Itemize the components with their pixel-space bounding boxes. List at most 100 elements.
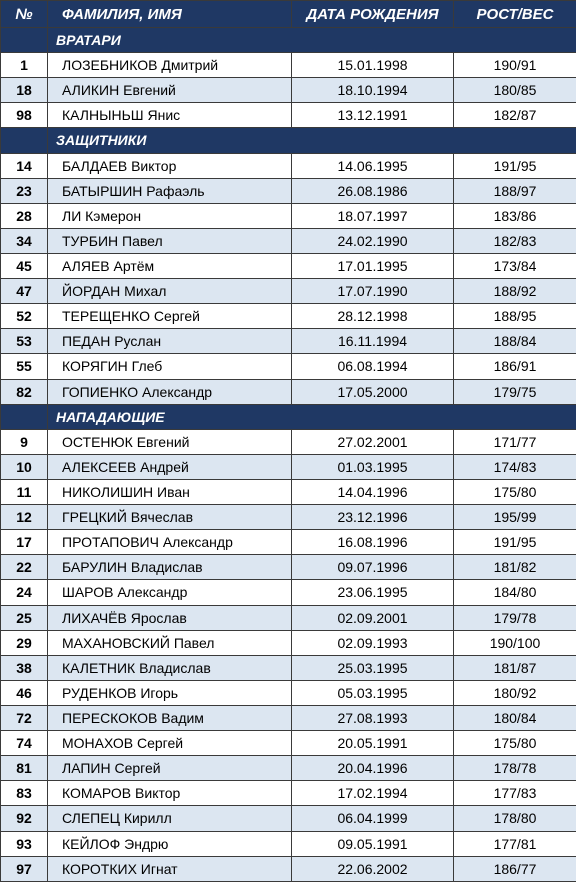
birth-date: 20.05.1991 (292, 731, 454, 756)
height-weight: 171/77 (454, 429, 576, 454)
player-name: ПРОТАПОВИЧ Александр (48, 530, 292, 555)
height-weight: 182/83 (454, 228, 576, 253)
birth-date: 17.05.2000 (292, 379, 454, 404)
player-name: ЛОЗЕБНИКОВ Дмитрий (48, 53, 292, 78)
height-weight: 195/99 (454, 505, 576, 530)
player-name: БАТЫРШИН Рафаэль (48, 178, 292, 203)
player-number: 47 (1, 279, 48, 304)
height-weight: 188/92 (454, 279, 576, 304)
height-weight: 175/80 (454, 731, 576, 756)
birth-date: 28.12.1998 (292, 304, 454, 329)
height-weight: 191/95 (454, 530, 576, 555)
player-number: 11 (1, 479, 48, 504)
section-title: НАПАДАЮЩИЕ (48, 404, 576, 429)
player-number: 23 (1, 178, 48, 203)
birth-date: 18.10.1994 (292, 78, 454, 103)
birth-date: 05.03.1995 (292, 680, 454, 705)
player-number: 55 (1, 354, 48, 379)
player-number: 24 (1, 580, 48, 605)
birth-date: 18.07.1997 (292, 203, 454, 228)
section-spacer (1, 128, 48, 153)
player-number: 18 (1, 78, 48, 103)
player-name: РУДЕНКОВ Игорь (48, 680, 292, 705)
player-name: ЙОРДАН Михал (48, 279, 292, 304)
birth-date: 02.09.2001 (292, 605, 454, 630)
player-number: 28 (1, 203, 48, 228)
player-name: ГРЕЦКИЙ Вячеслав (48, 505, 292, 530)
height-weight: 177/81 (454, 831, 576, 856)
player-name: БАРУЛИН Владислав (48, 555, 292, 580)
player-number: 46 (1, 680, 48, 705)
birth-date: 16.11.1994 (292, 329, 454, 354)
header-cell: № (1, 1, 48, 28)
birth-date: 09.07.1996 (292, 555, 454, 580)
player-name: ТЕРЕЩЕНКО Сергей (48, 304, 292, 329)
height-weight: 186/77 (454, 856, 576, 881)
height-weight: 191/95 (454, 153, 576, 178)
player-number: 14 (1, 153, 48, 178)
player-name: БАЛДАЕВ Виктор (48, 153, 292, 178)
player-number: 1 (1, 53, 48, 78)
height-weight: 178/78 (454, 756, 576, 781)
birth-date: 16.08.1996 (292, 530, 454, 555)
height-weight: 173/84 (454, 253, 576, 278)
player-number: 38 (1, 655, 48, 680)
player-number: 25 (1, 605, 48, 630)
birth-date: 02.09.1993 (292, 630, 454, 655)
section-row: ЗАЩИТНИКИ (1, 128, 576, 153)
player-name: КОРЯГИН Глеб (48, 354, 292, 379)
player-number: 72 (1, 705, 48, 730)
player-name: ЛАПИН Сергей (48, 756, 292, 781)
player-name: ЛИХАЧЁВ Ярослав (48, 605, 292, 630)
birth-date: 26.08.1986 (292, 178, 454, 203)
birth-date: 20.04.1996 (292, 756, 454, 781)
player-number: 17 (1, 530, 48, 555)
player-number: 98 (1, 103, 48, 128)
player-number: 29 (1, 630, 48, 655)
header-cell: ДАТА РОЖДЕНИЯ (292, 1, 454, 28)
player-name: ЛИ Кэмерон (48, 203, 292, 228)
player-number: 34 (1, 228, 48, 253)
player-name: КЕЙЛОФ Эндрю (48, 831, 292, 856)
height-weight: 190/100 (454, 630, 576, 655)
birth-date: 01.03.1995 (292, 454, 454, 479)
section-row: ВРАТАРИ (1, 28, 576, 53)
player-number: 10 (1, 454, 48, 479)
birth-date: 22.06.2002 (292, 856, 454, 881)
player-name: КАЛЕТНИК Владислав (48, 655, 292, 680)
height-weight: 190/91 (454, 53, 576, 78)
birth-date: 27.02.2001 (292, 429, 454, 454)
section-title: ЗАЩИТНИКИ (48, 128, 576, 153)
section-row: НАПАДАЮЩИЕ (1, 404, 576, 429)
birth-date: 17.02.1994 (292, 781, 454, 806)
player-name: АЛИКИН Евгений (48, 78, 292, 103)
player-number: 83 (1, 781, 48, 806)
height-weight: 180/92 (454, 680, 576, 705)
player-name: СЛЕПЕЦ Кирилл (48, 806, 292, 831)
player-name: КОРОТКИХ Игнат (48, 856, 292, 881)
birth-date: 17.01.1995 (292, 253, 454, 278)
player-number: 93 (1, 831, 48, 856)
player-number: 82 (1, 379, 48, 404)
player-name: ОСТЕНЮК Евгений (48, 429, 292, 454)
height-weight: 188/97 (454, 178, 576, 203)
